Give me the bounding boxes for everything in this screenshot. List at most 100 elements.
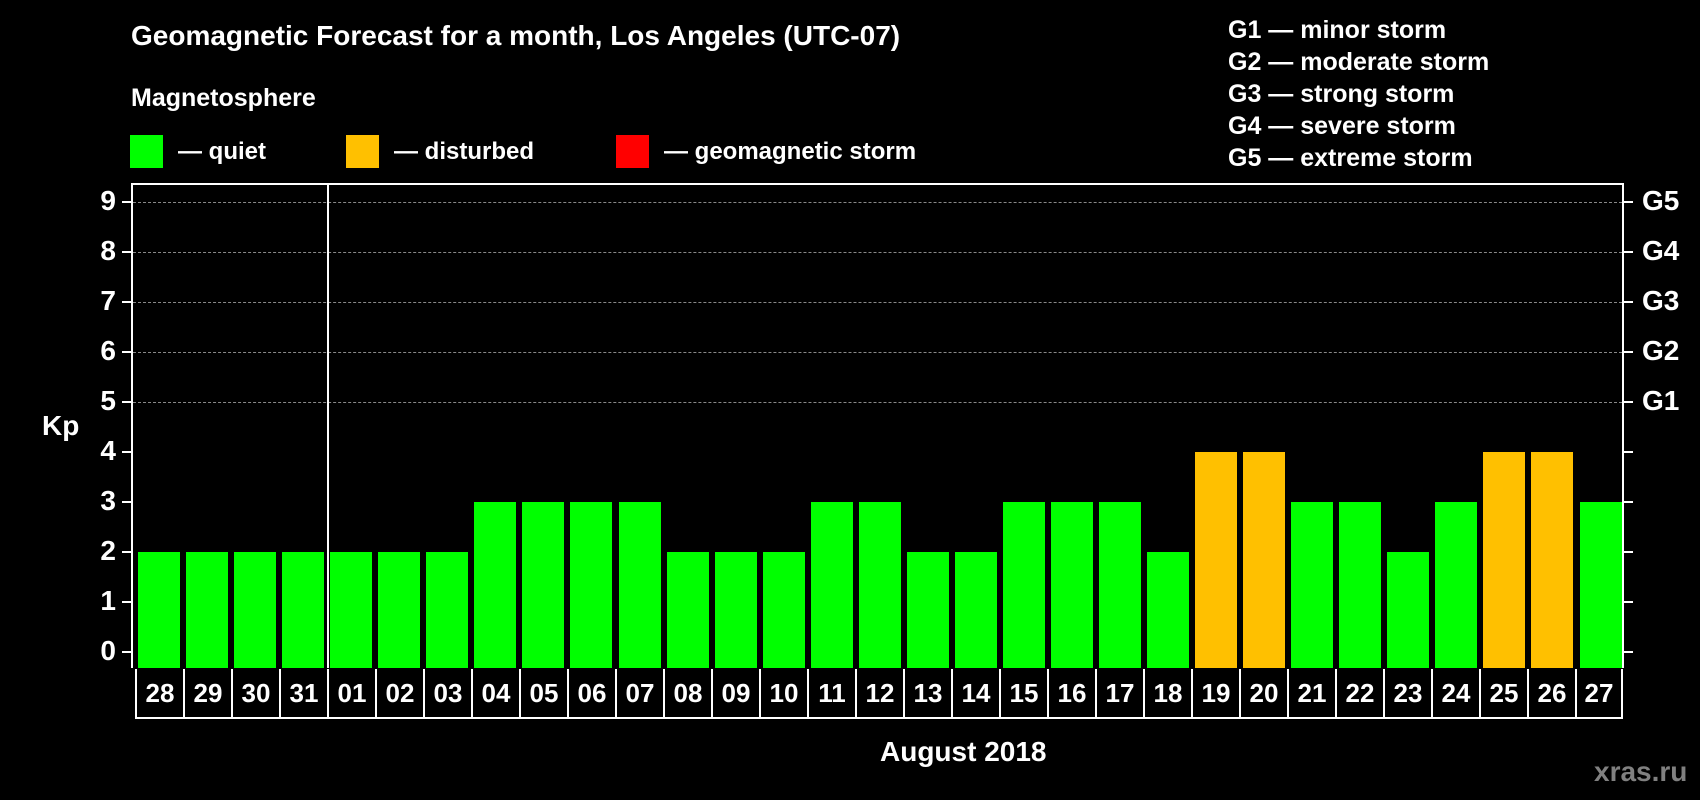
- y-tick-label: 4: [100, 435, 116, 466]
- date-label: 07: [615, 669, 663, 717]
- date-label: 21: [1287, 669, 1335, 717]
- kp-bar-03: [426, 552, 469, 668]
- kp-bar-04: [474, 502, 517, 668]
- watermark: xras.ru: [1594, 756, 1688, 787]
- y-tick-right: [1624, 451, 1633, 453]
- y-tick-right: [1624, 501, 1633, 503]
- date-label: 09: [711, 669, 759, 717]
- date-label: 15: [999, 669, 1047, 717]
- storm-scale-g2: G2 — moderate storm: [1228, 48, 1490, 76]
- gridline: [133, 202, 1622, 203]
- y-tick: [122, 301, 131, 303]
- kp-bar-30: [234, 552, 277, 668]
- disturbed-swatch-icon: [346, 135, 379, 168]
- date-label: 23: [1383, 669, 1431, 717]
- kp-bar-22: [1339, 502, 1382, 668]
- y-tick: [122, 651, 131, 653]
- storm-level-label: G3: [1642, 285, 1680, 316]
- date-label: 24: [1431, 669, 1479, 717]
- y-tick-label: 0: [100, 635, 116, 666]
- y-tick: [122, 501, 131, 503]
- kp-bar-20: [1243, 452, 1286, 668]
- kp-bar-17: [1099, 502, 1141, 668]
- kp-bar-27: [1579, 502, 1622, 668]
- date-label: 10: [759, 669, 807, 717]
- storm-level-label: G1: [1642, 385, 1680, 416]
- legend-label: — geomagnetic storm: [664, 137, 917, 165]
- kp-bar-09: [714, 552, 757, 668]
- date-label: 27: [1575, 669, 1623, 717]
- month-divider: [327, 185, 329, 668]
- kp-bar-12: [858, 502, 901, 668]
- storm-scale-legend: G1 — minor storm G2 — moderate storm G3 …: [1228, 14, 1489, 174]
- storm-scale-g5: G5 — extreme storm: [1228, 144, 1473, 172]
- month-label: August 2018: [880, 736, 1047, 767]
- date-label: 31: [279, 669, 327, 717]
- legend-label: — disturbed: [394, 137, 535, 165]
- date-label: 13: [903, 669, 951, 717]
- legend-label: — quiet: [178, 137, 266, 165]
- y-tick-right: [1624, 251, 1633, 253]
- y-tick-label: 3: [100, 485, 116, 516]
- kp-bar-31: [282, 552, 325, 668]
- y-tick-right: [1624, 301, 1633, 303]
- kp-bar-29: [186, 552, 229, 668]
- quiet-swatch-icon: [130, 135, 163, 168]
- kp-bar-11: [810, 502, 853, 668]
- kp-bar-18: [1147, 552, 1190, 668]
- y-tick-right: [1624, 601, 1633, 603]
- y-tick: [122, 351, 131, 353]
- y-axis-label: Kp: [42, 410, 80, 441]
- gridline: [133, 252, 1622, 253]
- date-label: 02: [375, 669, 423, 717]
- storm-scale-g4: G4 — severe storm: [1228, 112, 1456, 140]
- y-tick-right: [1624, 401, 1633, 403]
- y-tick: [122, 451, 131, 453]
- storm-level-label: G2: [1642, 335, 1680, 366]
- storm-level-label: G4: [1642, 235, 1680, 266]
- storm-scale-g3: G3 — strong storm: [1228, 80, 1455, 108]
- y-tick: [122, 201, 131, 203]
- date-label: 17: [1095, 669, 1143, 717]
- kp-bar-28: [138, 552, 180, 668]
- date-label: 28: [135, 669, 183, 717]
- y-tick: [122, 401, 131, 403]
- gridline: [133, 352, 1622, 353]
- date-label: 01: [327, 669, 375, 717]
- kp-bar-26: [1531, 452, 1574, 668]
- kp-bar-01: [330, 552, 373, 668]
- date-label: 08: [663, 669, 711, 717]
- gridline: [133, 402, 1622, 403]
- kp-bar-15: [1002, 502, 1045, 668]
- chart-title: Geomagnetic Forecast for a month, Los An…: [131, 20, 901, 51]
- kp-bar-02: [378, 552, 421, 668]
- y-tick-label: 9: [100, 185, 116, 216]
- date-label: 03: [423, 669, 471, 717]
- storm-level-label: G5: [1642, 185, 1680, 216]
- date-label: 16: [1047, 669, 1095, 717]
- date-label: 25: [1479, 669, 1527, 717]
- legend-disturbed: — disturbed: [346, 135, 534, 168]
- date-label: 30: [231, 669, 279, 717]
- kp-bar-21: [1291, 502, 1334, 668]
- kp-bar-10: [762, 552, 805, 668]
- y-tick-label: 8: [100, 235, 116, 266]
- legend-heading: Magnetosphere: [131, 84, 316, 112]
- kp-bar-06: [570, 502, 613, 668]
- y-tick: [122, 251, 131, 253]
- date-label: 19: [1191, 669, 1239, 717]
- date-label: 05: [519, 669, 567, 717]
- date-label: 22: [1335, 669, 1383, 717]
- date-label: 14: [951, 669, 999, 717]
- y-tick-label: 2: [100, 535, 116, 566]
- kp-bar-16: [1050, 502, 1093, 668]
- date-label: 12: [855, 669, 903, 717]
- kp-bar-13: [906, 552, 949, 668]
- date-label: 26: [1527, 669, 1575, 717]
- y-tick-right: [1624, 651, 1633, 653]
- y-tick: [122, 551, 131, 553]
- y-tick-label: 5: [100, 385, 116, 416]
- y-tick-right: [1624, 551, 1633, 553]
- gridline: [133, 302, 1622, 303]
- y-tick-label: 7: [100, 285, 116, 316]
